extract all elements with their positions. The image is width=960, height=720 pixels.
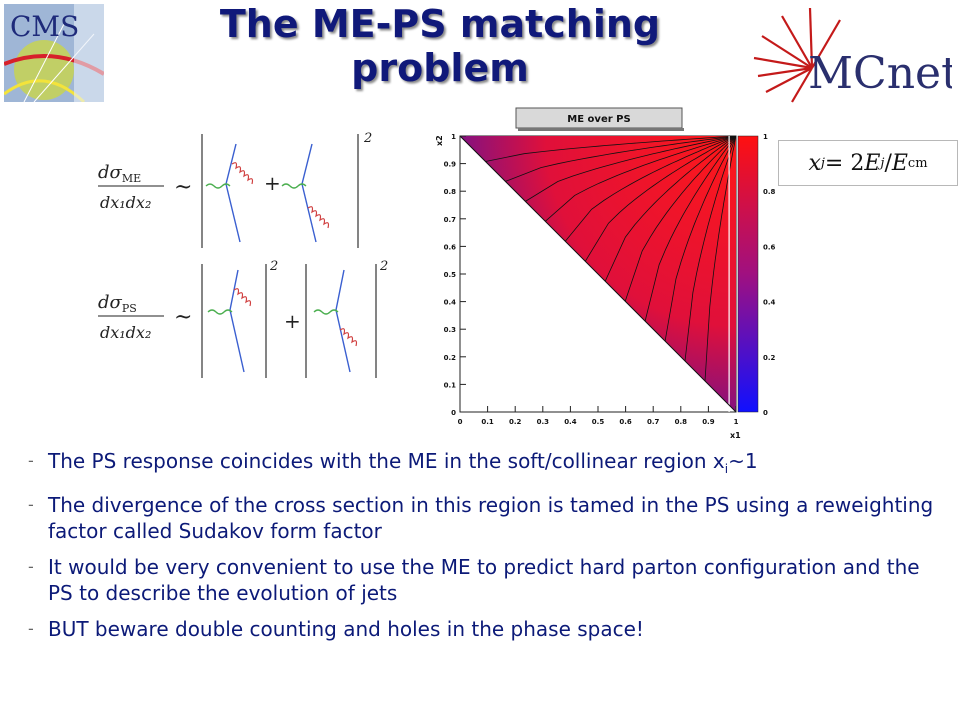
ps-plus: +: [284, 309, 301, 333]
ps-square-2: 2: [379, 259, 388, 274]
x-tick-label: 0.6: [619, 418, 632, 426]
x-tick-label: 0.1: [481, 418, 494, 426]
cms-logo: CMS: [3, 4, 106, 104]
feynman-diagram-ps-1: [207, 269, 252, 373]
x-tick-label: 0.3: [537, 418, 550, 426]
mcnet-logo-text: MCnet: [808, 48, 952, 99]
title-line-2: problem: [351, 46, 529, 90]
colorbar-tick-label: 0: [763, 409, 768, 417]
x-tick-label: 0.9: [702, 418, 715, 426]
x-tick-label: 0.4: [564, 418, 577, 426]
ps-square-1: 2: [269, 259, 278, 274]
feynman-diagram-ps-2: [313, 269, 358, 373]
me-lhs-numerator: dσME: [98, 162, 141, 185]
contour-line: [584, 136, 736, 262]
me-over-ps-heatmap: ME over PS 0 0.1 0.2 0.3 0.4 0.5 0.6 0.7 0.8 0.9 1…: [420, 106, 780, 446]
diagonal-boundary: [459, 135, 737, 413]
y-tick-label: 0.1: [444, 381, 457, 389]
ps-lhs-numerator: dσPS: [98, 292, 137, 315]
x-tick-label: 0: [458, 418, 463, 426]
y-axis-label: x2: [435, 135, 444, 146]
ps-equation: dσPS dx₁dx₂ ~ 2 + 2: [98, 259, 388, 378]
bullet-item: - The divergence of the cross section in…: [28, 493, 934, 543]
y-tick-label: 0.9: [444, 161, 457, 169]
feynman-equations-panel: dσME dx₁dx₂ ~ 2 + d: [78, 124, 398, 386]
contour-line: [644, 136, 736, 322]
title-line-1: The ME-PS matching: [219, 2, 661, 46]
y-tick-label: 0.4: [444, 299, 457, 307]
me-lhs-denominator: dx₁dx₂: [100, 193, 151, 212]
colorbar: [737, 135, 759, 413]
plot-title: ME over PS: [567, 114, 630, 125]
page-title: The ME-PS matching problem: [200, 2, 680, 90]
contour-line: [624, 136, 736, 302]
contour-line: [505, 136, 736, 182]
colorbar-tick-label: 0.8: [763, 188, 776, 196]
ps-lhs-denominator: dx₁dx₂: [100, 323, 151, 342]
contour-line: [604, 136, 736, 282]
contour-line: [704, 136, 736, 382]
y-tick-label: 0.7: [444, 216, 457, 224]
x-tick-label: 1: [734, 418, 739, 426]
contour-line: [564, 136, 736, 242]
bullet-dash: -: [28, 495, 34, 514]
y-tick-label: 1: [451, 133, 456, 141]
contour-line: [684, 136, 736, 362]
plot-title-box: ME over PS: [515, 107, 684, 131]
y-tick-label: 0.8: [444, 188, 457, 196]
me-square: 2: [363, 131, 372, 146]
bullet-list: - The PS response coincides with the ME …: [24, 448, 944, 652]
feynman-diagram-me-2: [281, 143, 330, 243]
contour-line: [525, 136, 736, 202]
x-tick-label: 0.5: [592, 418, 605, 426]
x-tick-label: 0.8: [675, 418, 688, 426]
x-axis-label: x1: [730, 431, 741, 440]
colorbar-tick-label: 0.4: [763, 299, 776, 307]
bullet-dash: -: [28, 451, 34, 470]
y-tick-label: 0: [451, 409, 456, 417]
y-tick-label: 0.3: [444, 326, 457, 334]
x-tick-label: 0.2: [509, 418, 522, 426]
bullet-item: - The PS response coincides with the ME …: [28, 449, 758, 476]
bullet-dash: -: [28, 557, 34, 576]
contour-line: [545, 136, 736, 222]
y-tick-label: 0.6: [444, 243, 457, 251]
colorbar-tick-label: 0.6: [763, 243, 776, 251]
bullet-item: - It would be very convenient to use the…: [28, 555, 920, 605]
me-equation: dσME dx₁dx₂ ~ 2 +: [98, 131, 372, 248]
bullet-item: - BUT beware double counting and holes i…: [28, 617, 644, 641]
x-tick-label: 0.7: [647, 418, 660, 426]
ps-sim: ~: [174, 305, 192, 330]
colorbar-tick-label: 0.2: [763, 354, 776, 362]
me-sim: ~: [174, 175, 192, 200]
y-tick-label: 0.2: [444, 354, 457, 362]
feynman-diagram-me-1: [205, 143, 254, 243]
y-tick-label: 0.5: [444, 271, 457, 279]
mcnet-logo: MCnet: [752, 6, 959, 104]
cms-logo-text: CMS: [10, 10, 79, 43]
colorbar-tick-label: 1: [763, 133, 768, 141]
contour-line: [485, 136, 736, 162]
me-plus: +: [264, 171, 281, 195]
bullet-dash: -: [28, 619, 34, 638]
